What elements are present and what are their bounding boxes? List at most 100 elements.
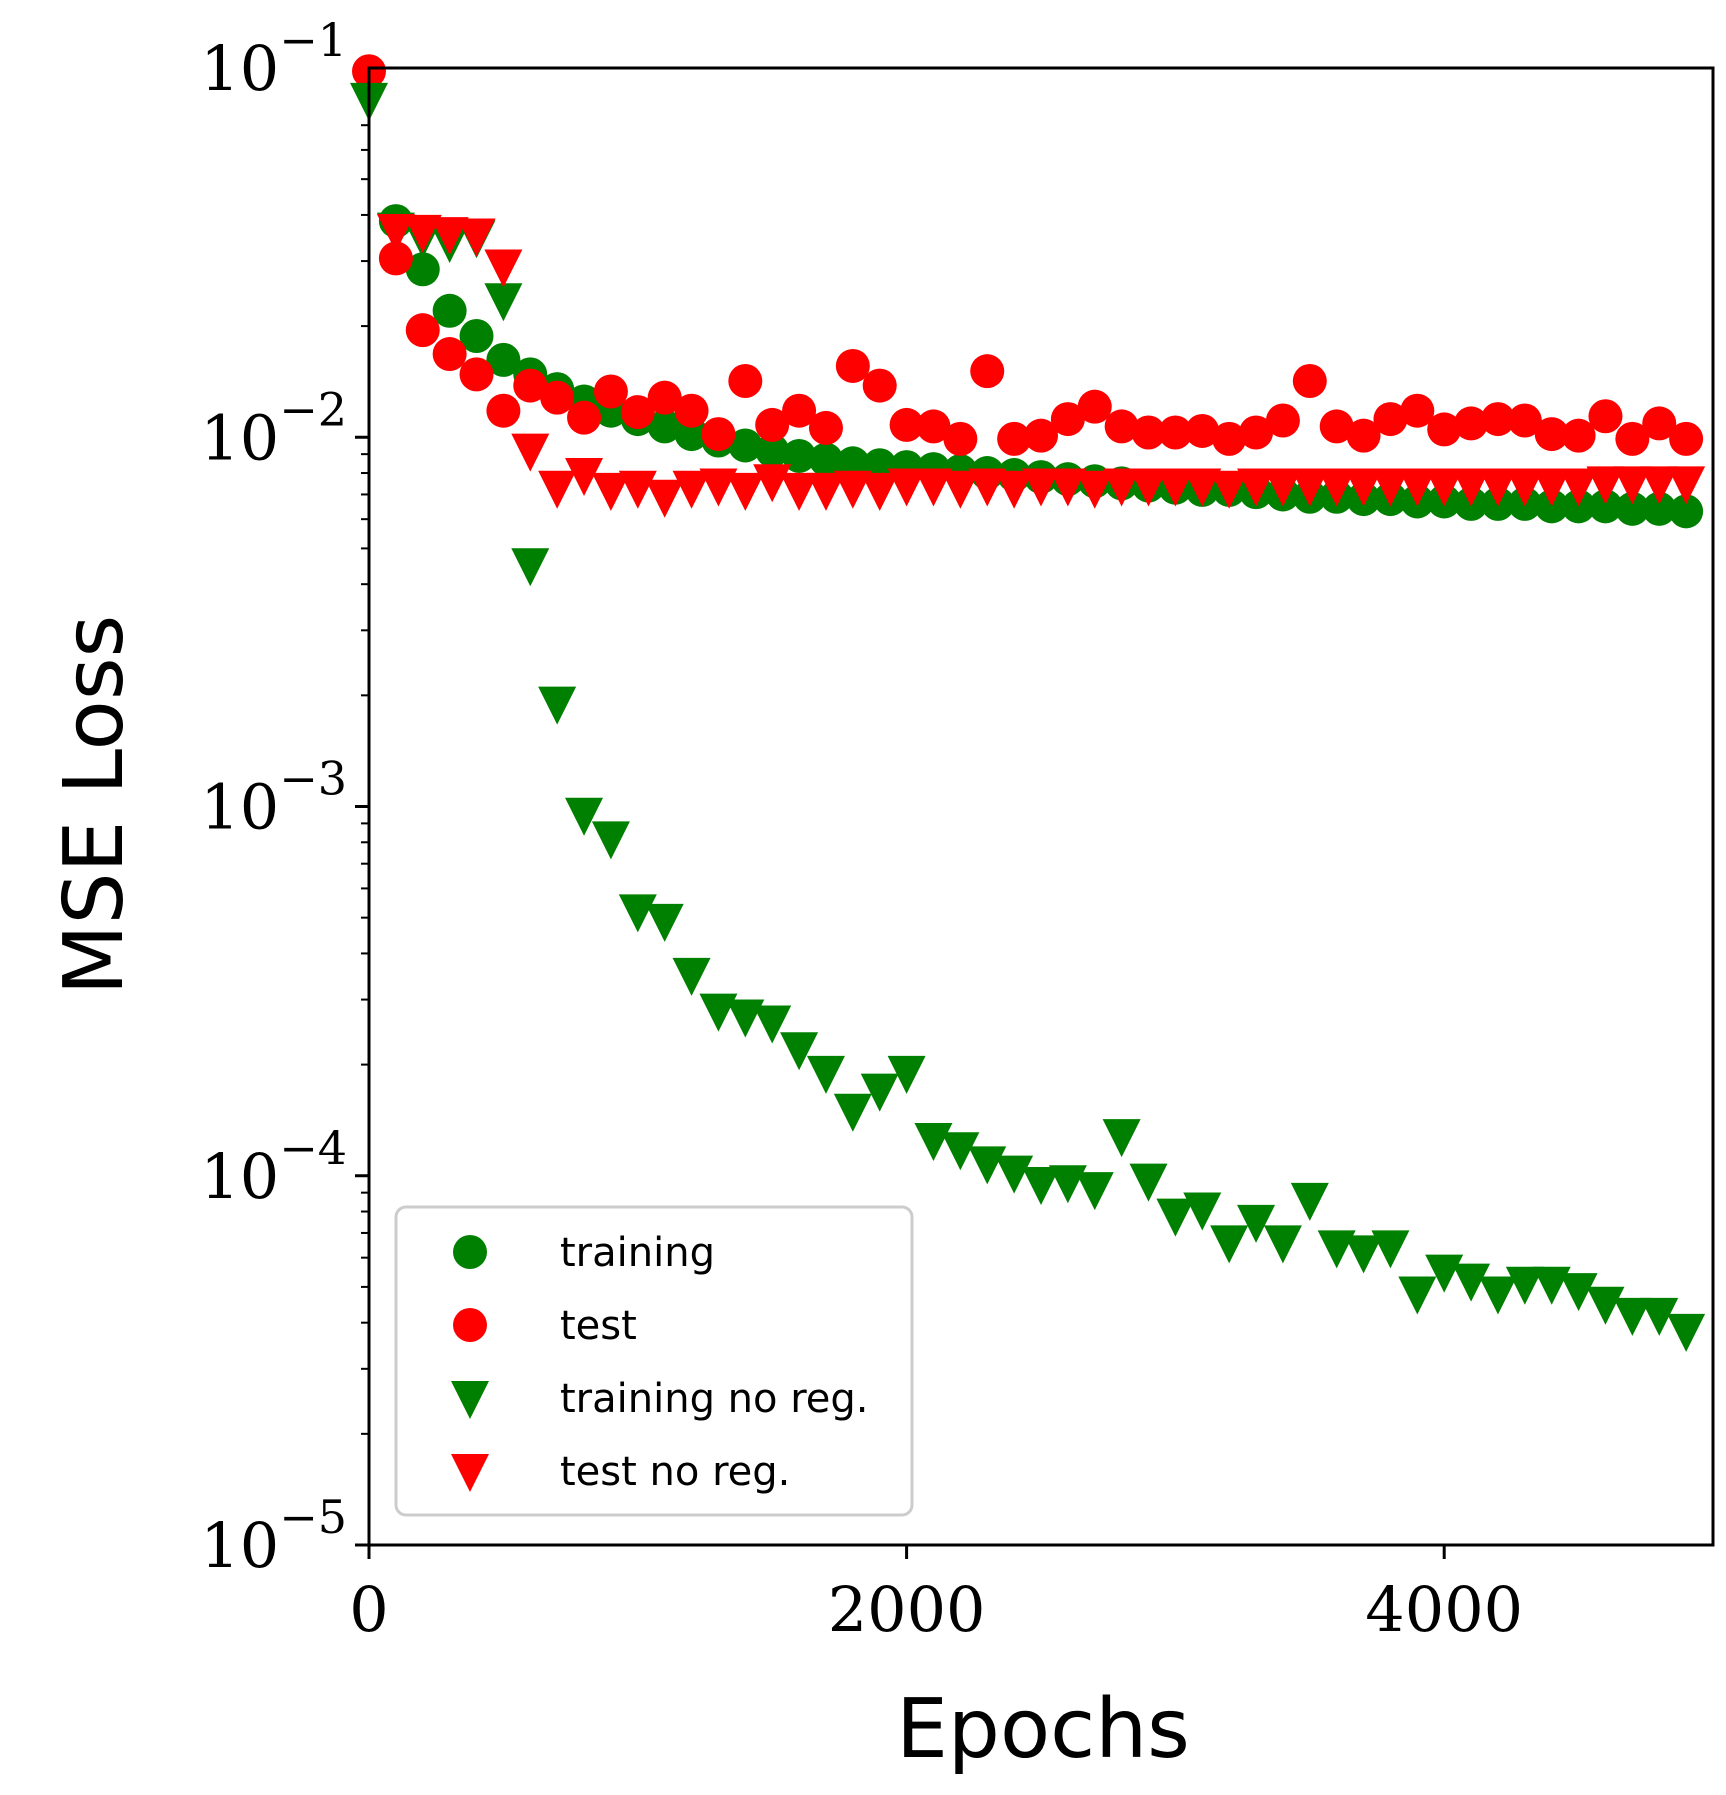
y-tick-exponent: −4	[279, 1121, 347, 1175]
data-point-test-no-reg	[1586, 466, 1625, 505]
data-point-test	[1373, 402, 1408, 437]
data-point-training-no-reg	[1290, 1182, 1329, 1221]
data-point-test-no-reg	[538, 470, 577, 509]
data-point-test	[1669, 421, 1704, 456]
data-point-training	[486, 342, 521, 377]
data-point-training	[808, 442, 843, 477]
data-point-test-no-reg	[1425, 468, 1464, 507]
data-point-training	[459, 319, 494, 354]
y-tick-exponent: −2	[279, 382, 347, 436]
data-point-training	[647, 409, 682, 444]
data-point-test-no-reg	[1317, 468, 1356, 507]
data-point-test-no-reg	[1210, 470, 1249, 509]
data-point-test-no-reg	[672, 470, 711, 509]
data-point-test	[1454, 406, 1489, 441]
data-point-test-no-reg	[1048, 468, 1087, 507]
data-point-test	[1588, 399, 1623, 434]
data-point-test	[1050, 402, 1085, 437]
data-point-training-no-reg	[833, 1093, 872, 1132]
data-point-test	[1212, 421, 1247, 456]
data-point-test-no-reg	[699, 468, 738, 507]
data-point-training-no-reg	[1210, 1225, 1249, 1264]
data-point-training-no-reg	[995, 1155, 1034, 1194]
data-point-test-no-reg	[1371, 468, 1410, 507]
data-point-test	[1024, 418, 1058, 453]
data-point-test-no-reg	[1237, 468, 1276, 507]
series-test-no-reg	[376, 213, 1706, 518]
data-point-training-no-reg	[806, 1055, 845, 1094]
data-point-test-no-reg	[1532, 468, 1571, 507]
legend-label: training no reg.	[560, 1376, 869, 1422]
data-point-test	[755, 407, 790, 442]
data-point-test	[1265, 403, 1300, 438]
data-point-training-no-reg	[484, 283, 523, 322]
data-point-training	[1669, 494, 1704, 529]
y-tick-label: 10−4	[200, 1121, 347, 1213]
y-tick-exponent: −1	[279, 13, 347, 67]
plot-frame	[367, 66, 1715, 1547]
y-tick-label: 10−1	[200, 13, 347, 105]
data-point-training	[1642, 491, 1677, 526]
data-point-training-no-reg	[887, 1055, 926, 1094]
data-point-training-no-reg	[1613, 1297, 1652, 1336]
data-point-training-no-reg	[1586, 1286, 1625, 1325]
data-point-training-no-reg	[565, 797, 604, 836]
legend-item-training: training	[453, 1230, 715, 1276]
data-point-training-no-reg	[511, 548, 550, 587]
data-point-test-no-reg	[995, 470, 1034, 509]
data-point-test	[1480, 402, 1515, 437]
data-point-test	[943, 421, 978, 456]
data-point-test	[486, 393, 521, 428]
data-point-test-no-reg	[1559, 468, 1598, 507]
data-point-test	[1561, 418, 1596, 453]
data-point-test-no-reg	[1022, 468, 1060, 507]
y-tick-base: 10	[200, 1140, 279, 1213]
data-point-training-no-reg	[941, 1132, 980, 1171]
data-point-training	[728, 428, 763, 463]
data-point-test	[1400, 393, 1435, 428]
data-point-training-no-reg	[780, 1032, 819, 1071]
legend-item-test-no-reg: test no reg.	[451, 1449, 790, 1495]
data-point-training-no-reg	[699, 993, 738, 1032]
data-point-test-no-reg	[806, 472, 845, 511]
data-point-training-no-reg	[1317, 1230, 1356, 1269]
data-point-test-no-reg	[430, 217, 469, 256]
data-point-test	[1507, 403, 1542, 438]
y-tick-base: 10	[200, 32, 279, 105]
data-point-test-no-reg	[1452, 468, 1491, 507]
data-point-test-no-reg	[403, 214, 442, 253]
y-tick-label: 10−3	[200, 752, 347, 844]
legend-items: training test training no reg. test no reg.	[451, 1230, 869, 1495]
data-point-test-no-reg	[1075, 470, 1114, 509]
data-point-training-no-reg	[1129, 1163, 1168, 1202]
data-point-test	[1615, 421, 1650, 456]
y-tick-base: 10	[200, 401, 279, 474]
data-point-test-no-reg	[860, 472, 899, 511]
major-ticks	[355, 66, 1446, 1559]
data-point-test	[674, 393, 709, 428]
data-point-test	[1077, 389, 1112, 424]
data-point-training-no-reg	[1452, 1263, 1491, 1302]
data-point-test	[862, 368, 897, 403]
data-point-test-no-reg	[484, 249, 523, 288]
data-point-test	[1104, 409, 1139, 444]
data-point-test	[1158, 415, 1193, 450]
data-point-test-no-reg	[1667, 466, 1706, 505]
legend-item-test: test	[453, 1303, 637, 1349]
data-point-test	[701, 417, 736, 452]
data-point-test	[378, 241, 413, 276]
data-point-test	[593, 374, 628, 409]
data-point-test	[1292, 364, 1327, 399]
y-tick-base: 10	[200, 1509, 279, 1582]
x-axis-label: Epochs	[896, 1682, 1190, 1777]
data-point-test	[1534, 417, 1569, 452]
data-point-test-no-reg	[511, 433, 550, 472]
data-point-test	[1642, 406, 1677, 441]
data-point-test	[513, 368, 548, 403]
data-point-test-no-reg	[591, 472, 630, 511]
data-point-test-no-reg	[1478, 468, 1517, 507]
legend-label: test no reg.	[560, 1449, 790, 1495]
data-point-training-no-reg	[1640, 1297, 1679, 1336]
